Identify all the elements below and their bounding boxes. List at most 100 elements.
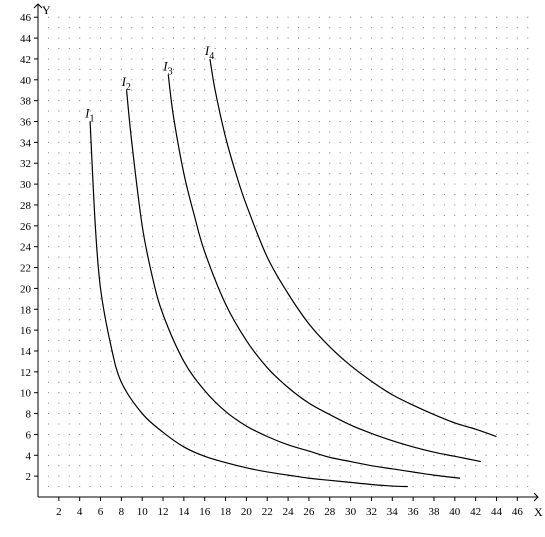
grid-dot — [100, 246, 102, 248]
grid-dot — [464, 152, 466, 154]
grid-dot — [350, 183, 352, 185]
grid-dot — [214, 27, 216, 29]
grid-dot — [266, 27, 268, 29]
grid-dot — [47, 277, 49, 279]
grid-dot — [506, 371, 508, 373]
grid-dot — [193, 246, 195, 248]
grid-dot — [193, 371, 195, 373]
grid-dot — [235, 475, 237, 477]
grid-dot — [339, 444, 341, 446]
grid-dot — [443, 371, 445, 373]
grid-dot — [443, 392, 445, 394]
grid-dot — [214, 360, 216, 362]
grid-dot — [318, 329, 320, 331]
grid-dot — [475, 204, 477, 206]
grid-dot — [475, 89, 477, 91]
grid-dot — [141, 267, 143, 269]
grid-dot — [402, 381, 404, 383]
grid-dot — [360, 350, 362, 352]
grid-dot — [506, 110, 508, 112]
grid-dot — [68, 246, 70, 248]
grid-dot — [266, 141, 268, 143]
grid-dot — [298, 214, 299, 216]
grid-dot — [308, 360, 310, 362]
grid-dot — [68, 27, 70, 29]
grid-dot — [298, 48, 299, 50]
grid-dot — [350, 340, 352, 342]
grid-dot — [527, 433, 529, 435]
grid-dot — [381, 194, 383, 196]
grid-dot — [58, 110, 60, 112]
grid-dot — [308, 110, 310, 112]
grid-dot — [391, 100, 393, 102]
grid-dot — [464, 204, 466, 206]
grid-dot — [454, 392, 456, 394]
grid-dot — [370, 360, 372, 362]
grid-dot — [152, 350, 154, 352]
grid-dot — [412, 204, 414, 206]
grid-dot — [162, 308, 164, 310]
grid-dot — [308, 162, 310, 164]
grid-dot — [516, 267, 518, 269]
y-tick-label: 36 — [20, 117, 32, 129]
grid-dot — [245, 350, 247, 352]
grid-dot — [370, 340, 372, 342]
x-tick-label: 46 — [512, 506, 524, 518]
grid-dot — [68, 423, 70, 425]
y-tick-label: 16 — [20, 325, 32, 337]
grid-dot — [329, 298, 331, 300]
grid-dot — [58, 162, 60, 164]
grid-dot — [464, 162, 466, 164]
grid-dot — [47, 454, 49, 456]
grid-dot — [350, 413, 352, 415]
grid-dot — [516, 350, 518, 352]
grid-dot — [58, 100, 60, 102]
grid-dot — [402, 392, 404, 394]
grid-dot — [277, 475, 279, 477]
curve-I1 — [89, 121, 408, 488]
grid-dot — [183, 433, 185, 435]
grid-dot — [412, 371, 414, 373]
grid-dot — [79, 381, 81, 383]
grid-dot — [141, 329, 143, 331]
grid-dot — [329, 277, 331, 279]
grid-dot — [495, 173, 497, 175]
grid-dot — [464, 27, 466, 29]
grid-dot — [454, 402, 456, 404]
grid-dot — [339, 152, 341, 154]
grid-dot — [89, 267, 91, 269]
grid-dot — [68, 37, 70, 39]
grid-dot — [339, 340, 341, 342]
grid-dot — [329, 121, 331, 123]
grid-dot — [47, 121, 49, 123]
grid-dot — [516, 486, 518, 488]
grid-dot — [391, 371, 393, 373]
grid-dot — [256, 350, 258, 352]
grid-dot — [141, 381, 143, 383]
grid-dot — [89, 319, 91, 321]
grid-dot — [89, 329, 91, 331]
grid-dot — [100, 183, 102, 185]
grid-dot — [100, 371, 102, 373]
grid-dot — [162, 48, 164, 50]
grid-dot — [235, 433, 237, 435]
grid-dot — [454, 68, 456, 70]
grid-dot — [235, 89, 237, 91]
grid-dot — [454, 183, 456, 185]
grid-dot — [485, 89, 487, 91]
grid-dot — [152, 58, 154, 60]
grid-dot — [287, 204, 289, 206]
grid-dot — [235, 402, 237, 404]
grid-dot — [47, 48, 49, 50]
grid-dot — [89, 277, 91, 279]
grid-dot — [225, 444, 227, 446]
grid-dot — [245, 225, 247, 227]
grid-dot — [100, 27, 102, 29]
grid-dot — [527, 246, 529, 248]
grid-dot — [120, 465, 122, 467]
x-tick-label: 28 — [324, 506, 336, 518]
grid-dot — [235, 350, 237, 352]
grid-dot — [79, 433, 81, 435]
grid-dot — [214, 110, 216, 112]
grid-dot — [391, 402, 393, 404]
